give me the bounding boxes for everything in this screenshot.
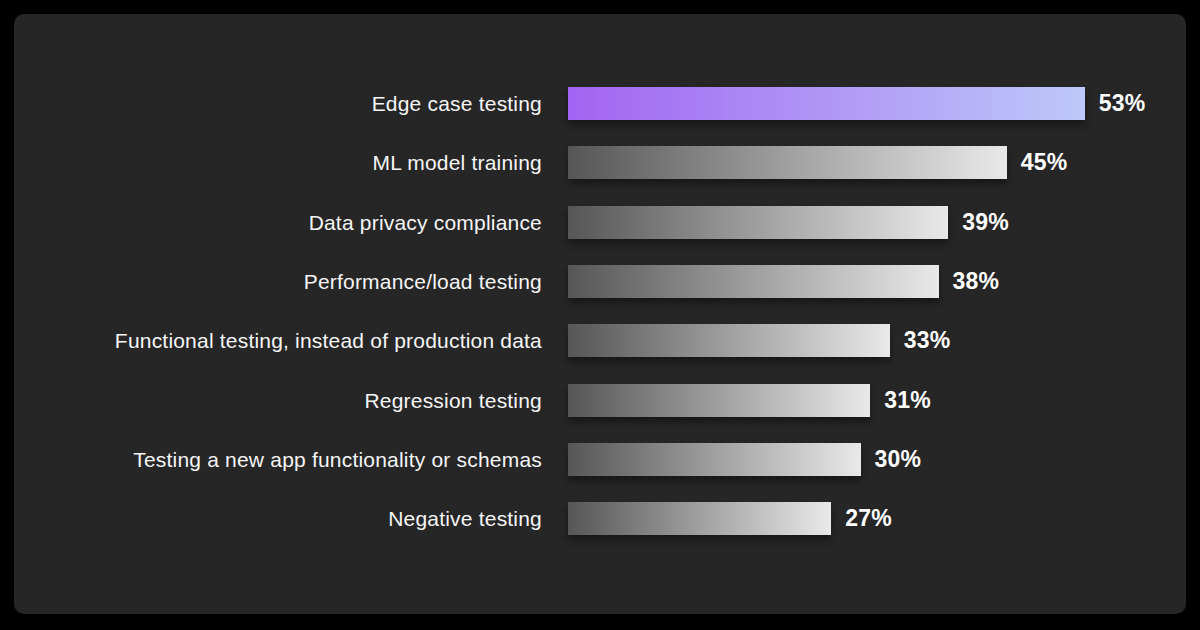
category-label: Functional testing, instead of productio… [14,328,542,353]
category-label: Edge case testing [14,91,542,116]
chart-row: Testing a new app functionality or schem… [14,430,1186,489]
chart-rows: Edge case testing 53% ML model training … [14,74,1186,548]
value-label: 45% [1021,149,1068,176]
chart-row: Functional testing, instead of productio… [14,311,1186,370]
bar-area: 38% [568,265,1186,298]
chart-row: Data privacy compliance 39% [14,193,1186,252]
bar-area: 33% [568,324,1186,357]
bar-area: 53% [568,87,1186,120]
value-label: 33% [904,327,951,354]
value-label: 53% [1099,90,1146,117]
bar-area: 30% [568,443,1186,476]
bar [568,502,831,535]
value-label: 30% [875,446,922,473]
category-label: Regression testing [14,388,542,413]
bar [568,384,870,417]
category-label: Performance/load testing [14,269,542,294]
bar [568,265,939,298]
bar-area: 31% [568,384,1186,417]
chart-row: Regression testing 31% [14,370,1186,429]
chart-row: Edge case testing 53% [14,74,1186,133]
bar-area: 45% [568,146,1186,179]
category-label: Data privacy compliance [14,210,542,235]
bar [568,443,861,476]
chart-row: Negative testing 27% [14,489,1186,548]
bar [568,146,1007,179]
chart-card: Edge case testing 53% ML model training … [14,14,1186,614]
value-label: 39% [962,209,1009,236]
bar [568,324,890,357]
bar [568,206,948,239]
value-label: 38% [953,268,1000,295]
value-label: 27% [845,505,892,532]
page-background: Edge case testing 53% ML model training … [0,0,1200,630]
bar-area: 27% [568,502,1186,535]
category-label: Testing a new app functionality or schem… [14,447,542,472]
chart-row: ML model training 45% [14,133,1186,192]
value-label: 31% [884,387,931,414]
bar-area: 39% [568,206,1186,239]
category-label: ML model training [14,150,542,175]
category-label: Negative testing [14,506,542,531]
bar-chart: Edge case testing 53% ML model training … [14,74,1186,548]
bar [568,87,1085,120]
chart-row: Performance/load testing 38% [14,252,1186,311]
